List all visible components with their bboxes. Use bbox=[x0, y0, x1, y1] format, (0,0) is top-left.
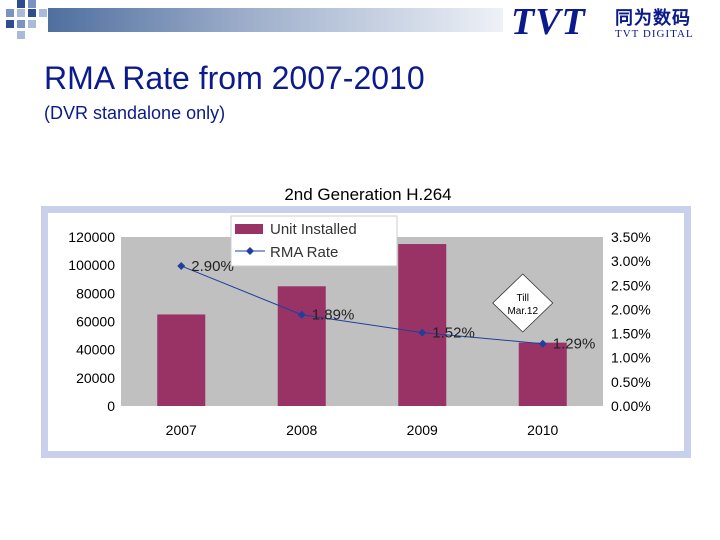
decorative-squares bbox=[6, 0, 47, 39]
header-banner bbox=[48, 8, 503, 32]
x-tick-2010: 2010 bbox=[527, 422, 558, 438]
square-icon bbox=[6, 20, 14, 28]
slide-subtitle: (DVR standalone only) bbox=[44, 103, 226, 123]
square-icon bbox=[17, 9, 25, 17]
y-left-tick: 100000 bbox=[68, 257, 115, 273]
y-left-tick: 20000 bbox=[76, 370, 115, 386]
legend: Unit Installed RMA Rate bbox=[230, 215, 398, 267]
bar-2008 bbox=[277, 286, 326, 406]
chart-title: 2nd Generation H.264 bbox=[284, 185, 452, 204]
y-left-tick: 40000 bbox=[76, 342, 115, 358]
y-right-tick: 2.50% bbox=[611, 277, 651, 293]
rma-rate-line bbox=[181, 265, 543, 345]
logo-sub-text: TVT DIGITAL bbox=[615, 28, 694, 40]
legend-diamond-icon bbox=[246, 247, 254, 255]
slide-title: RMA Rate from 2007-2010 bbox=[44, 60, 425, 96]
logo-main-text: TVT bbox=[511, 1, 586, 43]
x-tick-2007: 2007 bbox=[166, 422, 197, 438]
square-icon bbox=[17, 20, 25, 28]
rma-point-2008 bbox=[297, 310, 306, 319]
annotation-shape bbox=[492, 273, 554, 333]
rma-label-2009: 1.52% bbox=[432, 325, 475, 342]
legend-label-rma: RMA Rate bbox=[270, 244, 338, 261]
y-right-tick: 0.50% bbox=[611, 374, 651, 390]
legend-bar-swatch bbox=[235, 224, 263, 234]
square-icon bbox=[17, 31, 25, 39]
y-left-tick: 0 bbox=[107, 398, 115, 414]
annotation-line-1: Till bbox=[517, 293, 529, 304]
bar-2007 bbox=[157, 314, 206, 406]
square-icon bbox=[28, 20, 36, 28]
bar-2010 bbox=[518, 342, 567, 406]
rma-point-2009 bbox=[418, 328, 427, 337]
logo-chinese-text: 同为数码 bbox=[615, 8, 691, 29]
chart: 2.90% 1.89% 1.52% 1.29% 0 20000 40000 60000 800… bbox=[41, 206, 691, 458]
chart-svg: 2.90% 1.89% 1.52% 1.29% 0 20000 40000 60000 800… bbox=[41, 206, 691, 458]
y-right-tick: 1.00% bbox=[611, 350, 651, 366]
y-right-tick: 3.00% bbox=[611, 253, 651, 269]
rma-point-2010 bbox=[538, 339, 547, 348]
rma-point-2007 bbox=[177, 261, 186, 270]
square-icon bbox=[28, 9, 36, 17]
y-right-tick: 1.50% bbox=[611, 326, 651, 342]
legend-label-units: Unit Installed bbox=[270, 221, 357, 238]
y-left-tick: 80000 bbox=[76, 285, 115, 301]
bar-2009 bbox=[398, 244, 447, 406]
y-left-tick: 60000 bbox=[76, 314, 115, 330]
y-left-tick: 120000 bbox=[68, 229, 115, 245]
y-right-tick: 0.00% bbox=[611, 398, 651, 414]
annotation-line-2: Mar.12 bbox=[507, 306, 538, 317]
square-icon bbox=[6, 9, 14, 17]
company-logo: TVT 同为数码 TVT DIGITAL bbox=[505, 2, 720, 44]
square-icon bbox=[17, 0, 25, 8]
y-right-tick: 2.00% bbox=[611, 301, 651, 317]
x-tick-2009: 2009 bbox=[407, 422, 438, 438]
x-tick-2008: 2008 bbox=[286, 422, 317, 438]
rma-label-2008: 1.89% bbox=[312, 307, 355, 324]
rma-label-2007: 2.90% bbox=[191, 258, 234, 275]
y-right-tick: 3.50% bbox=[611, 229, 651, 245]
square-icon bbox=[28, 0, 36, 8]
square-icon bbox=[39, 9, 47, 17]
rma-label-2010: 1.29% bbox=[553, 336, 596, 353]
till-annotation: Till Mar.12 bbox=[492, 273, 554, 333]
